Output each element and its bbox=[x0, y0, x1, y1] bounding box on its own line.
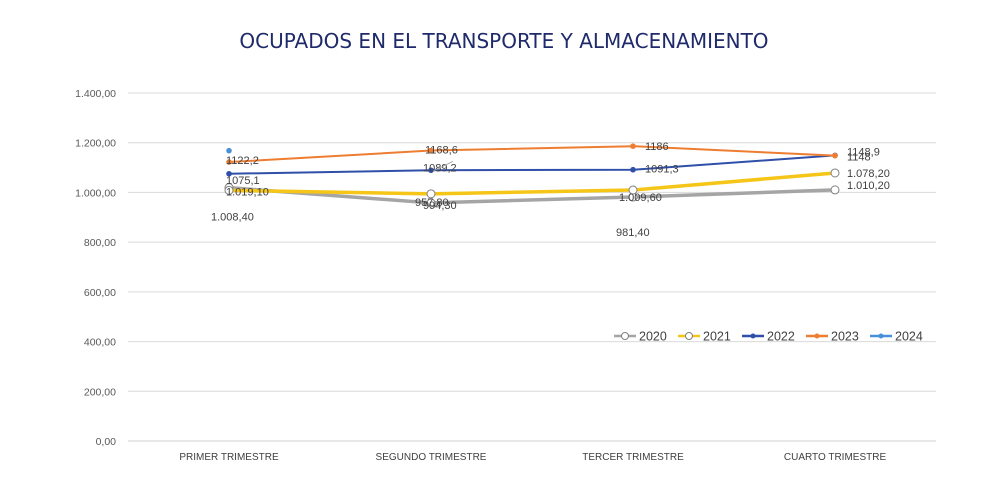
data-point bbox=[628, 185, 638, 195]
y-axis: 0,00 200,00 400,00 600,00 800,00 1.000,00 1.20… bbox=[75, 88, 116, 448]
legend-label: 2022 bbox=[767, 330, 795, 344]
x-tick-label: CUARTO TRIMESTRE bbox=[784, 452, 887, 463]
legend: 2020 2021 2022 2023 2024 bbox=[614, 330, 923, 344]
data-labels: 1122,21075,11.019,101.008,401168,61089,2… bbox=[211, 141, 890, 239]
data-label: 1168,6 bbox=[425, 145, 458, 157]
legend-item-2021: 2021 bbox=[678, 330, 731, 344]
series-2020 bbox=[224, 183, 840, 208]
data-point bbox=[830, 168, 840, 178]
y-tick-label: 200,00 bbox=[84, 386, 116, 398]
leader-line bbox=[432, 160, 454, 172]
gridlines bbox=[128, 92, 936, 442]
x-tick-label: TERCER TRIMESTRE bbox=[582, 452, 684, 463]
legend-marker bbox=[685, 332, 693, 340]
data-point bbox=[426, 198, 436, 208]
legend-marker bbox=[878, 333, 884, 339]
data-point bbox=[630, 166, 636, 173]
y-tick-label: 0,00 bbox=[96, 436, 117, 448]
legend-item-2024: 2024 bbox=[870, 330, 923, 344]
legend-item-2020: 2020 bbox=[614, 330, 667, 344]
data-label: 1091,3 bbox=[645, 164, 679, 176]
data-point bbox=[426, 189, 436, 199]
data-point bbox=[226, 147, 232, 154]
legend-marker bbox=[814, 333, 820, 339]
data-label: 1075,1 bbox=[226, 175, 260, 187]
legend-label: 2024 bbox=[895, 330, 923, 344]
y-tick-label: 400,00 bbox=[84, 337, 116, 349]
y-tick-label: 1.000,00 bbox=[75, 187, 116, 199]
data-label: 1148,9 bbox=[847, 146, 880, 158]
series-2023 bbox=[226, 143, 838, 165]
y-tick-label: 1.400,00 bbox=[75, 88, 116, 100]
data-point bbox=[428, 167, 434, 174]
data-label: 994,30 bbox=[423, 200, 457, 212]
y-tick-label: 1.200,00 bbox=[75, 138, 116, 150]
data-label: 981,40 bbox=[616, 227, 650, 239]
series-2024 bbox=[226, 147, 232, 154]
legend-item-2023: 2023 bbox=[806, 330, 859, 344]
chart-title: OCUPADOS EN EL TRANSPORTE Y ALMACENAMIEN… bbox=[239, 29, 768, 53]
legend-label: 2020 bbox=[639, 330, 667, 344]
data-label: 1122,2 bbox=[226, 155, 259, 167]
y-tick-label: 600,00 bbox=[84, 287, 116, 299]
data-point bbox=[224, 185, 234, 195]
legend-label: 2021 bbox=[703, 330, 731, 344]
legend-label: 2023 bbox=[831, 330, 859, 344]
series-line bbox=[228, 145, 836, 164]
data-point bbox=[832, 152, 838, 159]
data-label: 1.008,40 bbox=[211, 211, 254, 223]
data-point bbox=[830, 185, 840, 195]
legend-marker bbox=[750, 333, 756, 339]
x-tick-label: PRIMER TRIMESTRE bbox=[179, 452, 279, 463]
data-point bbox=[630, 143, 636, 149]
data-label: 1148 bbox=[847, 152, 871, 164]
data-label: 1.009,60 bbox=[619, 192, 662, 204]
series-line bbox=[228, 154, 836, 175]
series-line bbox=[228, 185, 836, 205]
data-label: 957,80 bbox=[415, 197, 449, 209]
data-point bbox=[226, 170, 232, 177]
x-axis: PRIMER TRIMESTRE SEGUNDO TRIMESTRE TERCER … bbox=[179, 452, 886, 463]
y-tick-label: 800,00 bbox=[84, 237, 116, 249]
data-point bbox=[226, 159, 232, 165]
data-label: 1.010,20 bbox=[847, 180, 890, 192]
x-tick-label: SEGUNDO TRIMESTRE bbox=[376, 452, 487, 463]
data-label: 1.078,20 bbox=[847, 168, 890, 180]
series-2021 bbox=[224, 168, 840, 199]
legend-marker bbox=[621, 332, 629, 340]
series-group bbox=[224, 143, 840, 208]
data-label: 1186 bbox=[645, 141, 669, 153]
series-line bbox=[228, 171, 836, 196]
data-point bbox=[428, 147, 434, 154]
legend-item-2022: 2022 bbox=[742, 330, 795, 344]
data-label: 1.019,10 bbox=[226, 187, 269, 199]
